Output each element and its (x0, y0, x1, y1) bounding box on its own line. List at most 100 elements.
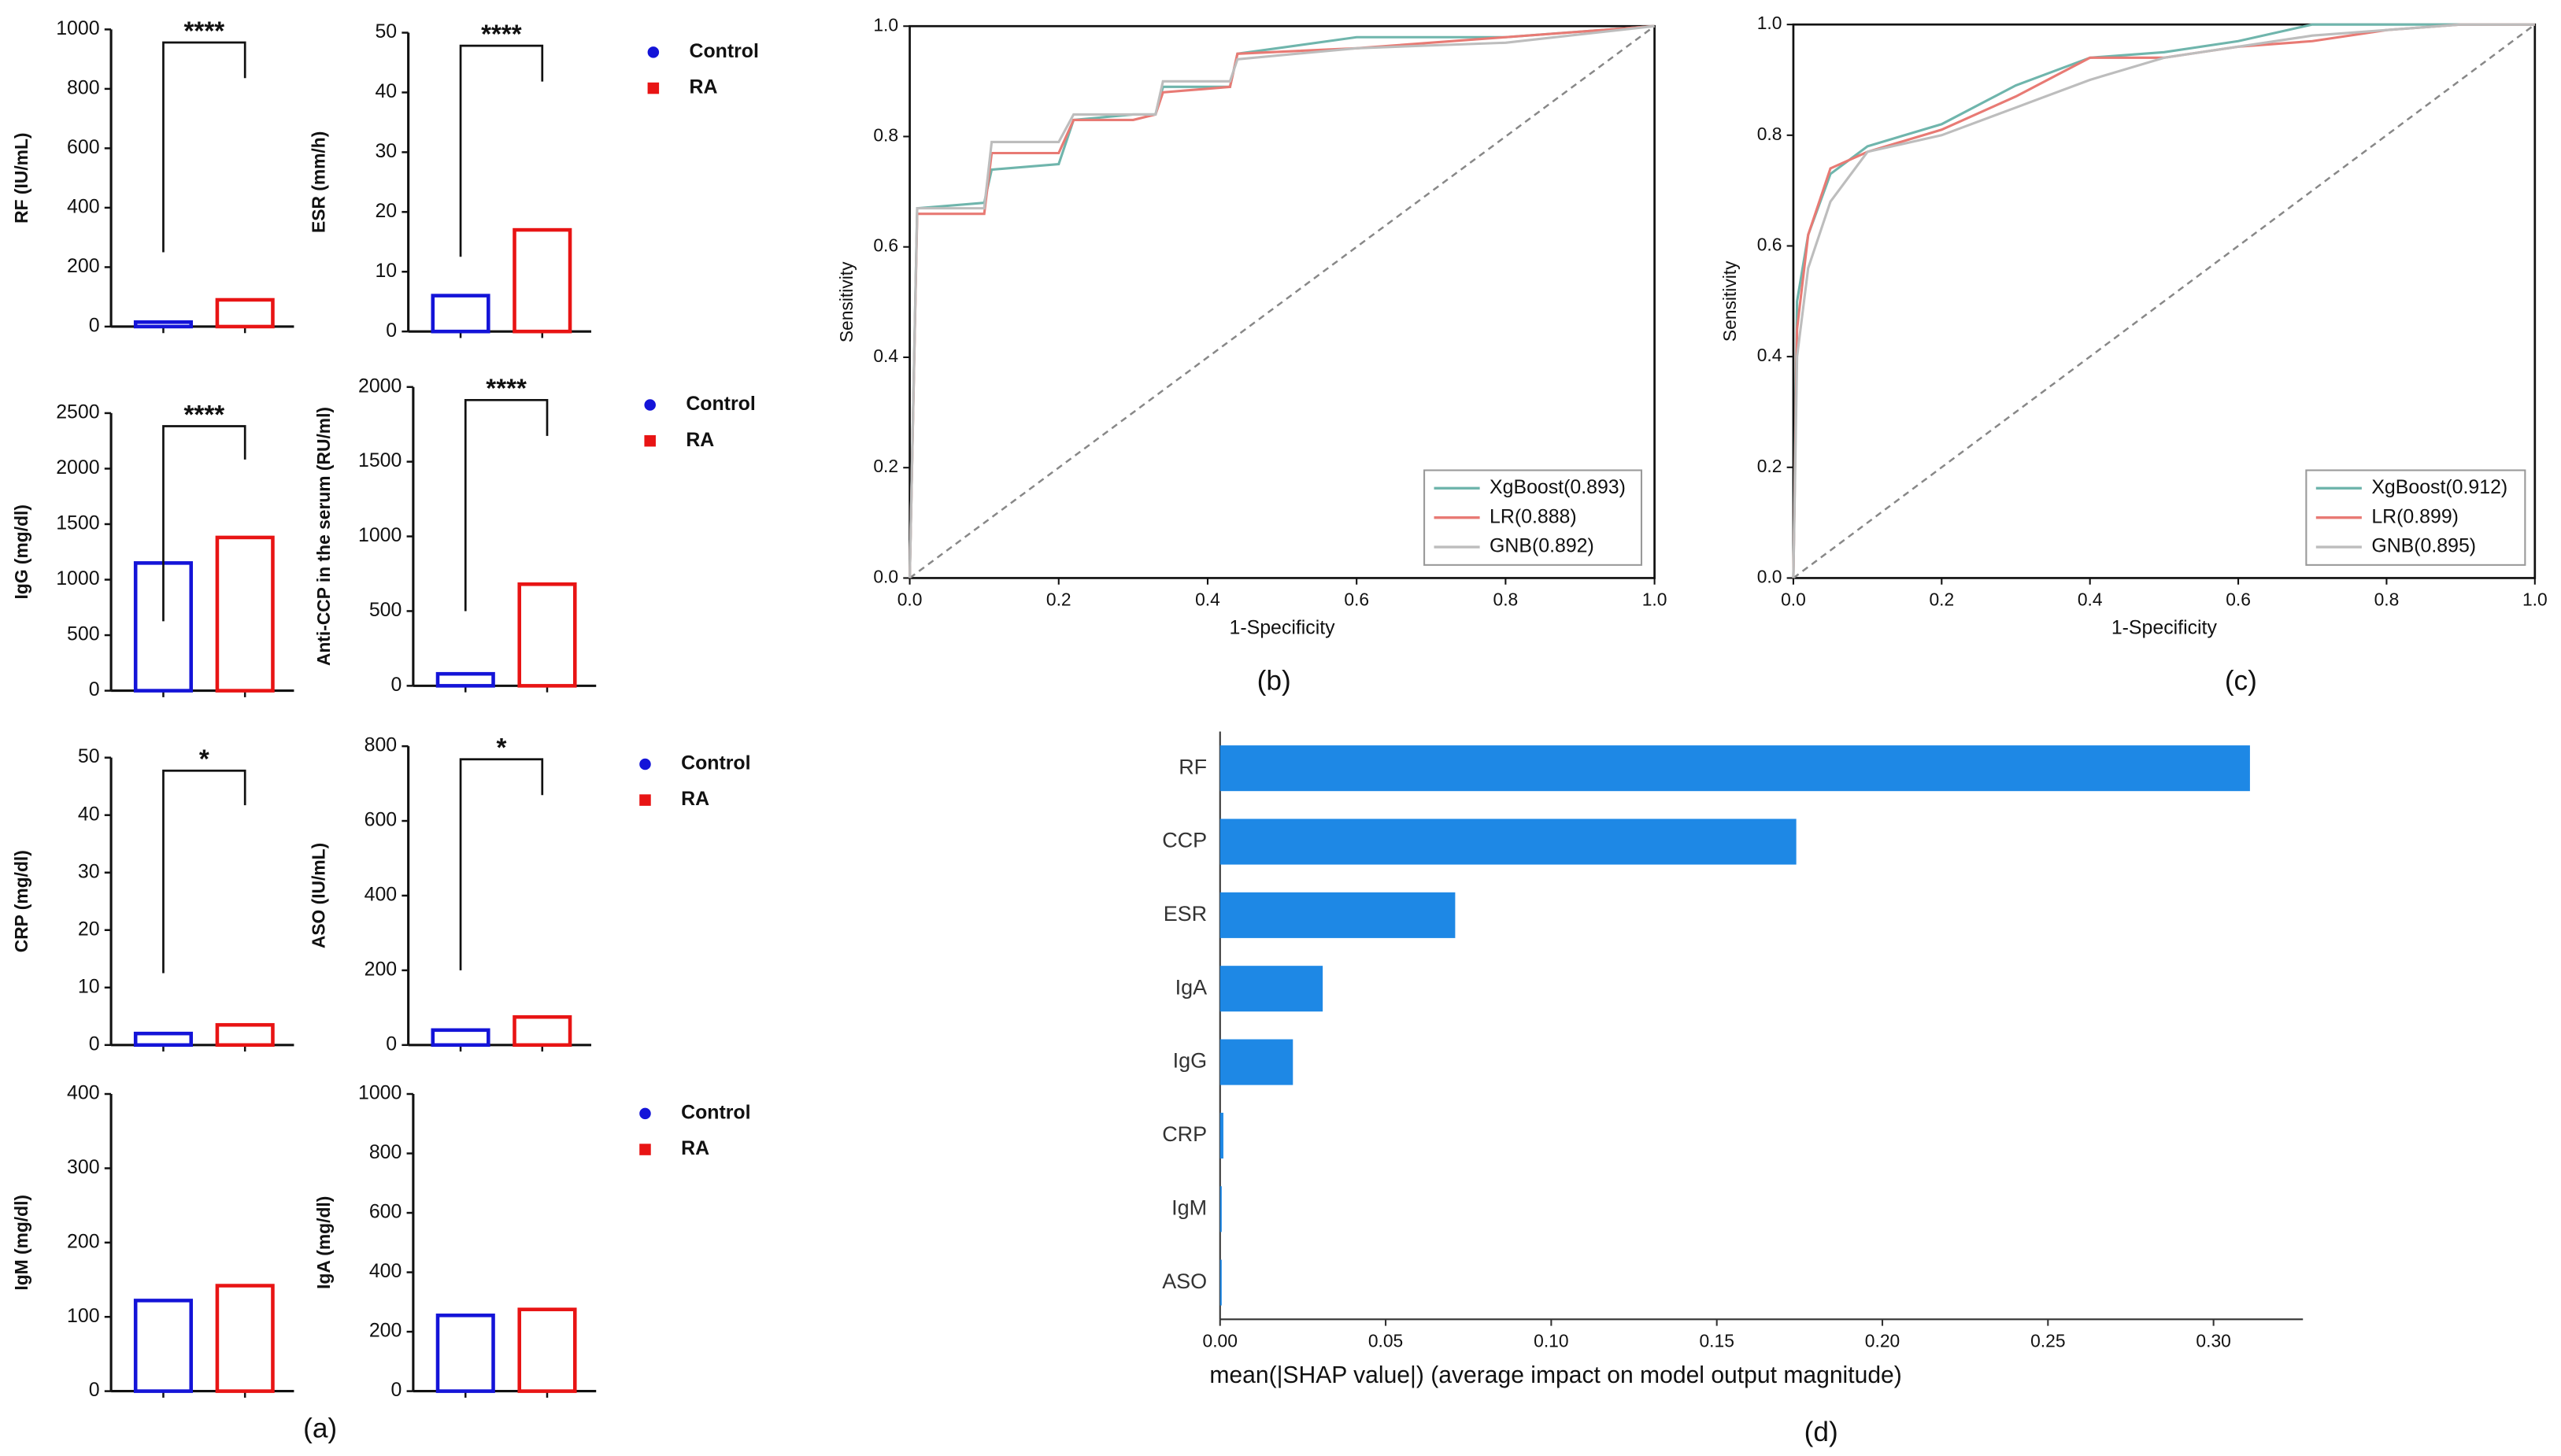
y-tick-label: 800 (369, 1141, 402, 1163)
y-tick-label: 2000 (56, 456, 99, 479)
y-tick-label: 0 (386, 1033, 397, 1055)
y-tick-label: 0 (89, 1033, 100, 1055)
legend-label: GNB(0.895) (2371, 535, 2476, 557)
y-tick-label: IgM (1171, 1195, 1207, 1219)
y-axis-label: ESR (mm/h) (309, 131, 329, 233)
bar (513, 227, 572, 334)
x-tick-label: 0.30 (2196, 1330, 2230, 1351)
y-tick-label: 40 (375, 80, 397, 102)
y-tick-label: 0.2 (873, 456, 898, 476)
x-tick-label: 0.00 (1203, 1330, 1238, 1351)
bar (215, 1022, 275, 1048)
x-tick-label: 0.6 (2226, 589, 2251, 610)
bar (517, 582, 577, 688)
y-tick-label: 1000 (358, 524, 402, 546)
y-tick-label: 0.6 (1757, 235, 1782, 255)
legend-label: Control (686, 393, 755, 415)
y-tick-label: 1000 (56, 17, 99, 39)
x-axis-label: 1-Specificity (1230, 616, 1336, 638)
legend-label: XgBoost(0.912) (2371, 476, 2507, 498)
y-tick-label: 600 (365, 809, 398, 831)
bar (215, 297, 275, 329)
y-tick-label: 400 (67, 1082, 100, 1104)
bar (1219, 1112, 1223, 1159)
y-tick-label: 300 (67, 1156, 100, 1178)
roc-curve (909, 24, 1655, 578)
y-tick-label: 1500 (358, 449, 402, 471)
bar (1219, 966, 1323, 1012)
bar (1219, 1186, 1222, 1232)
legend-marker (647, 82, 660, 94)
y-tick-label: 0 (89, 678, 100, 700)
x-axis-label: mean(|SHAP value|) (average impact on mo… (1209, 1362, 1901, 1388)
x-tick-label: 0.2 (1929, 589, 1954, 610)
legend-marker (647, 46, 660, 58)
y-tick-label: 500 (369, 599, 402, 621)
y-tick-label: 40 (78, 803, 100, 825)
y-tick-label: 500 (67, 623, 100, 645)
x-tick-label: 0.15 (1699, 1330, 1734, 1351)
x-tick-label: 0.6 (1344, 589, 1369, 610)
significance-bracket (162, 41, 246, 253)
significance-bracket (162, 769, 246, 974)
y-tick-label: 50 (78, 745, 100, 767)
y-tick-label: 1500 (56, 512, 99, 534)
x-tick-label: 1.0 (2522, 589, 2548, 610)
y-tick-label: IgG (1173, 1049, 1207, 1073)
y-axis-label: Sensitivity (1719, 261, 1740, 342)
y-tick-label: 30 (78, 860, 100, 882)
bar (517, 1307, 577, 1393)
x-tick-label: 0.8 (1493, 589, 1519, 610)
legend-label: GNB(0.892) (1490, 535, 1594, 557)
significance-bracket (459, 44, 544, 257)
y-tick-label: 800 (67, 76, 100, 98)
y-tick-label: 400 (67, 196, 100, 218)
x-tick-label: 0.4 (2078, 589, 2103, 610)
significance-label: **** (481, 20, 522, 49)
y-tick-label: 0 (89, 315, 100, 337)
y-tick-label: 0.2 (1757, 456, 1782, 476)
panel-label: (d) (1804, 1417, 1838, 1447)
y-axis-label: IgA (mg/dl) (313, 1196, 334, 1289)
y-tick-label: 0.4 (1757, 345, 1782, 365)
plot-frame (909, 24, 1656, 579)
bar (435, 1314, 495, 1393)
y-tick-label: 1000 (56, 567, 99, 589)
bar (431, 1028, 490, 1048)
significance-label: * (199, 745, 209, 774)
y-tick-label: 800 (365, 734, 398, 756)
y-tick-label: 0.6 (873, 235, 898, 256)
x-tick-label: 0.0 (1781, 589, 1806, 610)
y-tick-label: 400 (365, 884, 398, 906)
bar (1219, 1039, 1293, 1085)
panel-label: (c) (2225, 666, 2257, 697)
y-tick-label: 50 (375, 20, 397, 42)
x-tick-label: 0.05 (1368, 1330, 1403, 1351)
y-tick-label: CRP (1162, 1122, 1207, 1146)
legend-label: RA (689, 76, 717, 98)
bar (1219, 892, 1456, 938)
y-tick-label: RF (1179, 755, 1207, 778)
y-tick-label: 600 (369, 1201, 402, 1223)
bar (1219, 1259, 1222, 1306)
y-tick-label: 10 (78, 975, 100, 997)
x-tick-label: 0.20 (1865, 1330, 1900, 1351)
legend-label: RA (681, 1137, 709, 1159)
y-tick-label: 2000 (358, 375, 402, 397)
significance-label: * (496, 734, 506, 763)
y-axis-label: Sensitivity (836, 261, 857, 342)
y-tick-label: 0.0 (1757, 566, 1782, 586)
bar (1219, 745, 2250, 792)
bar (215, 1284, 275, 1393)
x-axis-label: 1-Specificity (2111, 616, 2218, 638)
bar (133, 1299, 194, 1393)
legend-marker (639, 794, 651, 806)
y-axis-label: Anti-CCP in the serum (RU/ml) (313, 407, 334, 666)
y-tick-label: 0 (391, 1379, 402, 1401)
legend-label: RA (681, 788, 709, 810)
y-tick-label: 0 (386, 320, 397, 342)
legend-marker (644, 434, 656, 447)
y-tick-label: 600 (67, 136, 100, 158)
